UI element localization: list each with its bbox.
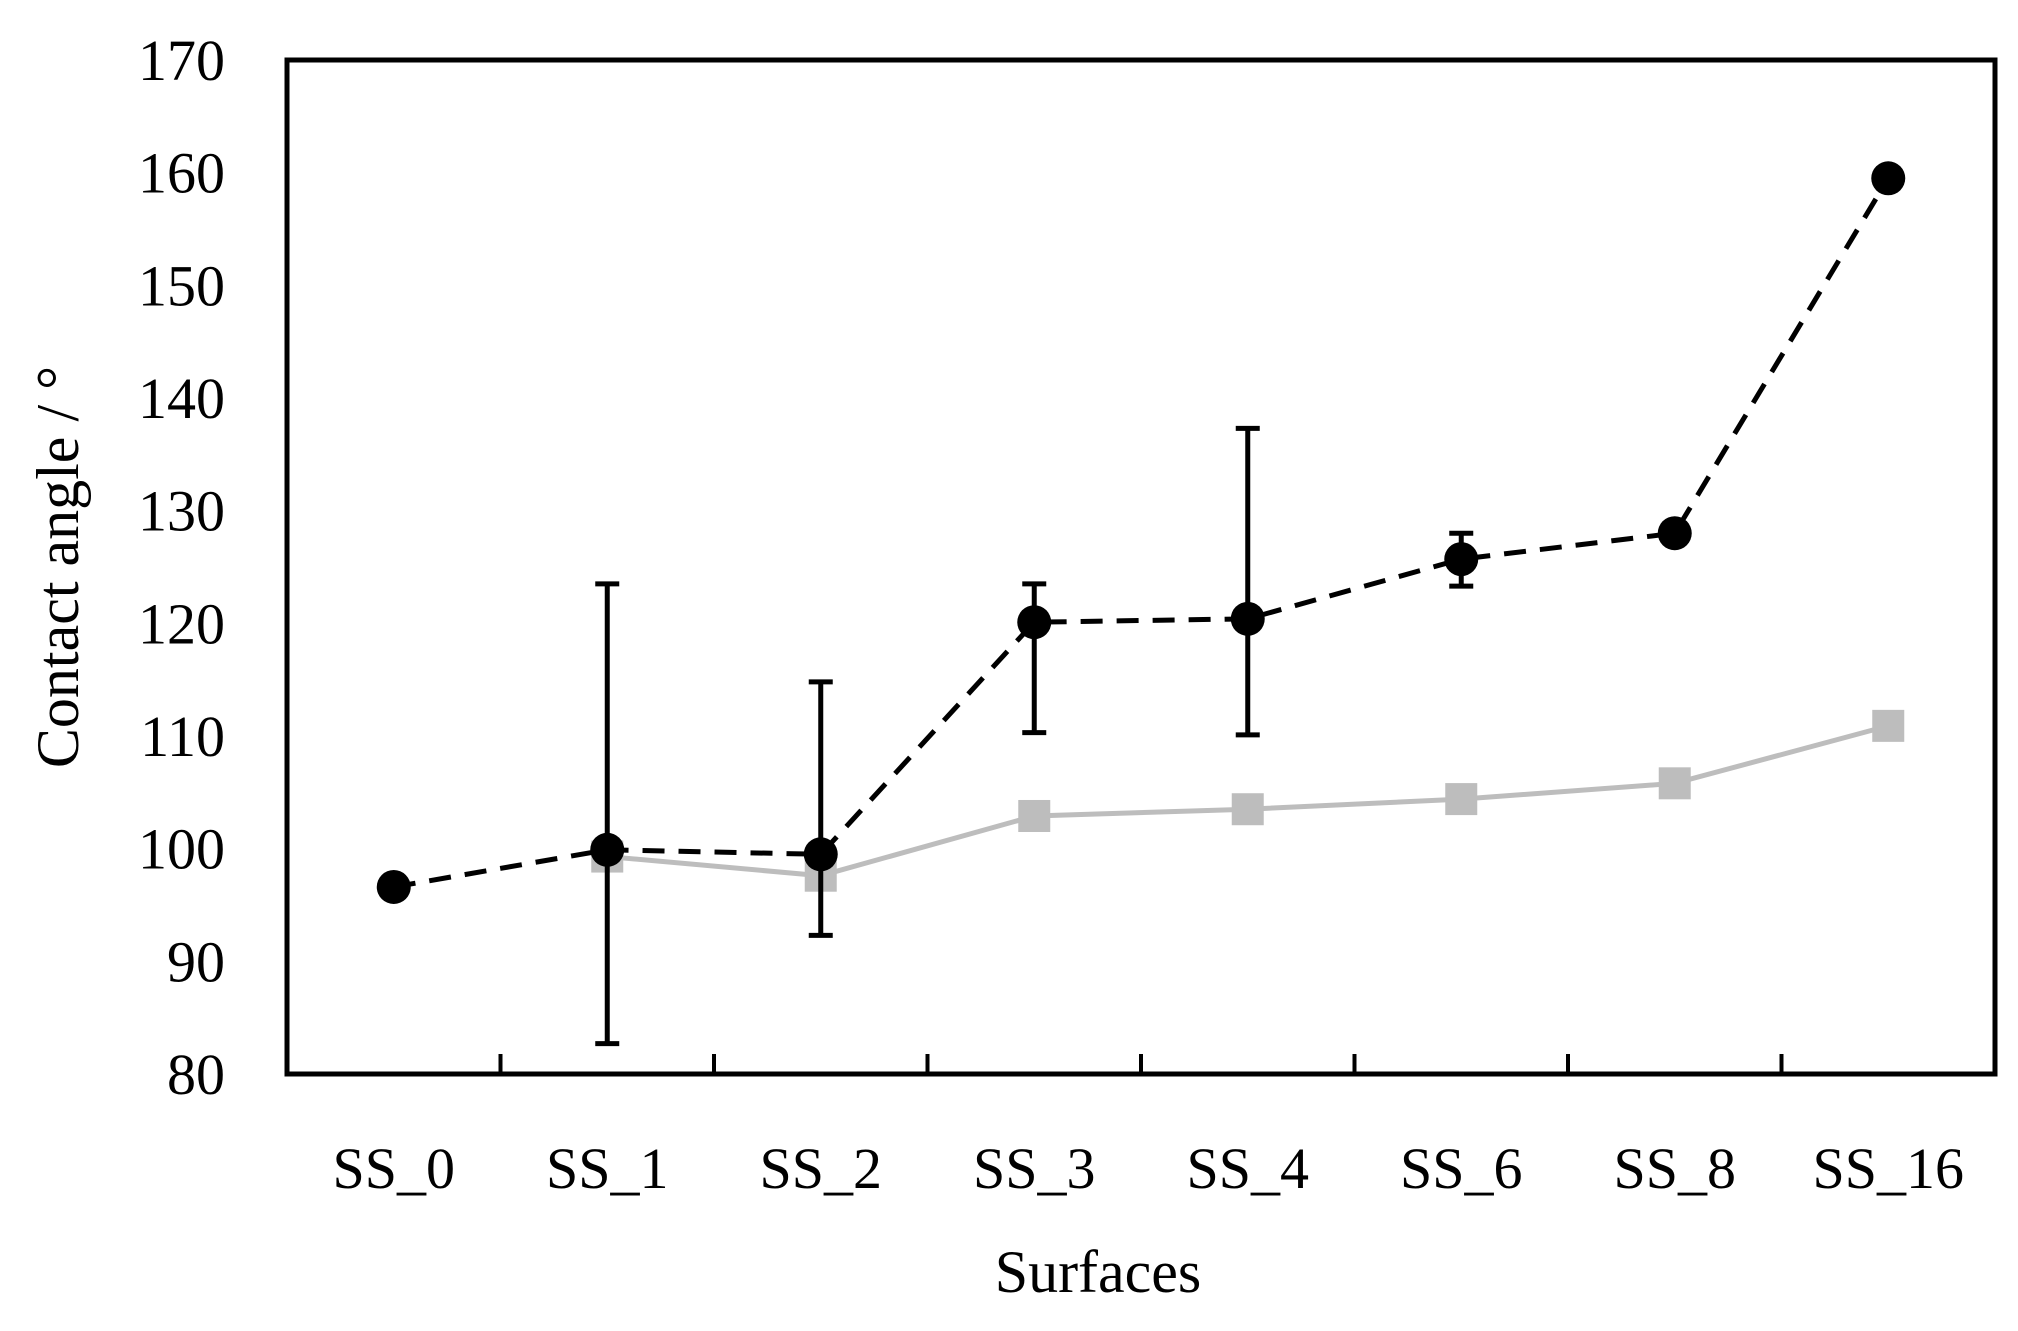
- measured-series-line: [393, 177, 1891, 890]
- y-tick-label: 150: [138, 253, 225, 318]
- x-tick-label: SS_6: [1400, 1136, 1523, 1201]
- y-tick-label: 120: [138, 591, 225, 656]
- x-axis-title: Surfaces: [995, 1239, 1202, 1305]
- predicted-point: [1231, 793, 1264, 826]
- y-tick-label: 130: [138, 479, 225, 544]
- y-tick-label: 100: [138, 817, 225, 882]
- predicted-point: [1658, 767, 1691, 800]
- y-axis-title: Contact angle / °: [25, 366, 91, 768]
- y-tick-label: 160: [138, 141, 225, 206]
- predicted-point: [1872, 709, 1905, 742]
- y-tick-label: 140: [138, 366, 225, 431]
- x-tick-label: SS_1: [546, 1136, 669, 1201]
- x-tick-label: SS_2: [759, 1136, 882, 1201]
- y-tick-label: 90: [167, 929, 225, 994]
- x-tick-label: SS_0: [332, 1136, 455, 1201]
- measured-point: [1871, 161, 1906, 196]
- measured-point: [803, 837, 838, 872]
- y-tick-label: 110: [140, 704, 225, 769]
- x-tick-label: SS_4: [1186, 1136, 1309, 1201]
- y-tick-label: 170: [138, 28, 225, 93]
- measured-point: [1017, 605, 1052, 640]
- measured-point: [1230, 601, 1265, 636]
- plot-frame: [284, 57, 1998, 1077]
- measured-point: [1657, 516, 1692, 551]
- series-layer: [376, 161, 1906, 1047]
- tick-layer: 80 90 100 110 120 130 140 150 160 170 SS_0 SS_1 SS_2…: [138, 28, 1964, 1201]
- x-tick-label: SS_8: [1613, 1136, 1736, 1201]
- x-tick-label: SS_16: [1812, 1136, 1964, 1201]
- x-tick-label: SS_3: [973, 1136, 1096, 1201]
- predicted-point: [1018, 799, 1051, 832]
- measured-point: [376, 869, 411, 904]
- y-tick-label: 80: [167, 1042, 225, 1107]
- predicted-point: [1445, 783, 1478, 816]
- measured-point: [1444, 542, 1479, 577]
- measured-point: [590, 832, 625, 867]
